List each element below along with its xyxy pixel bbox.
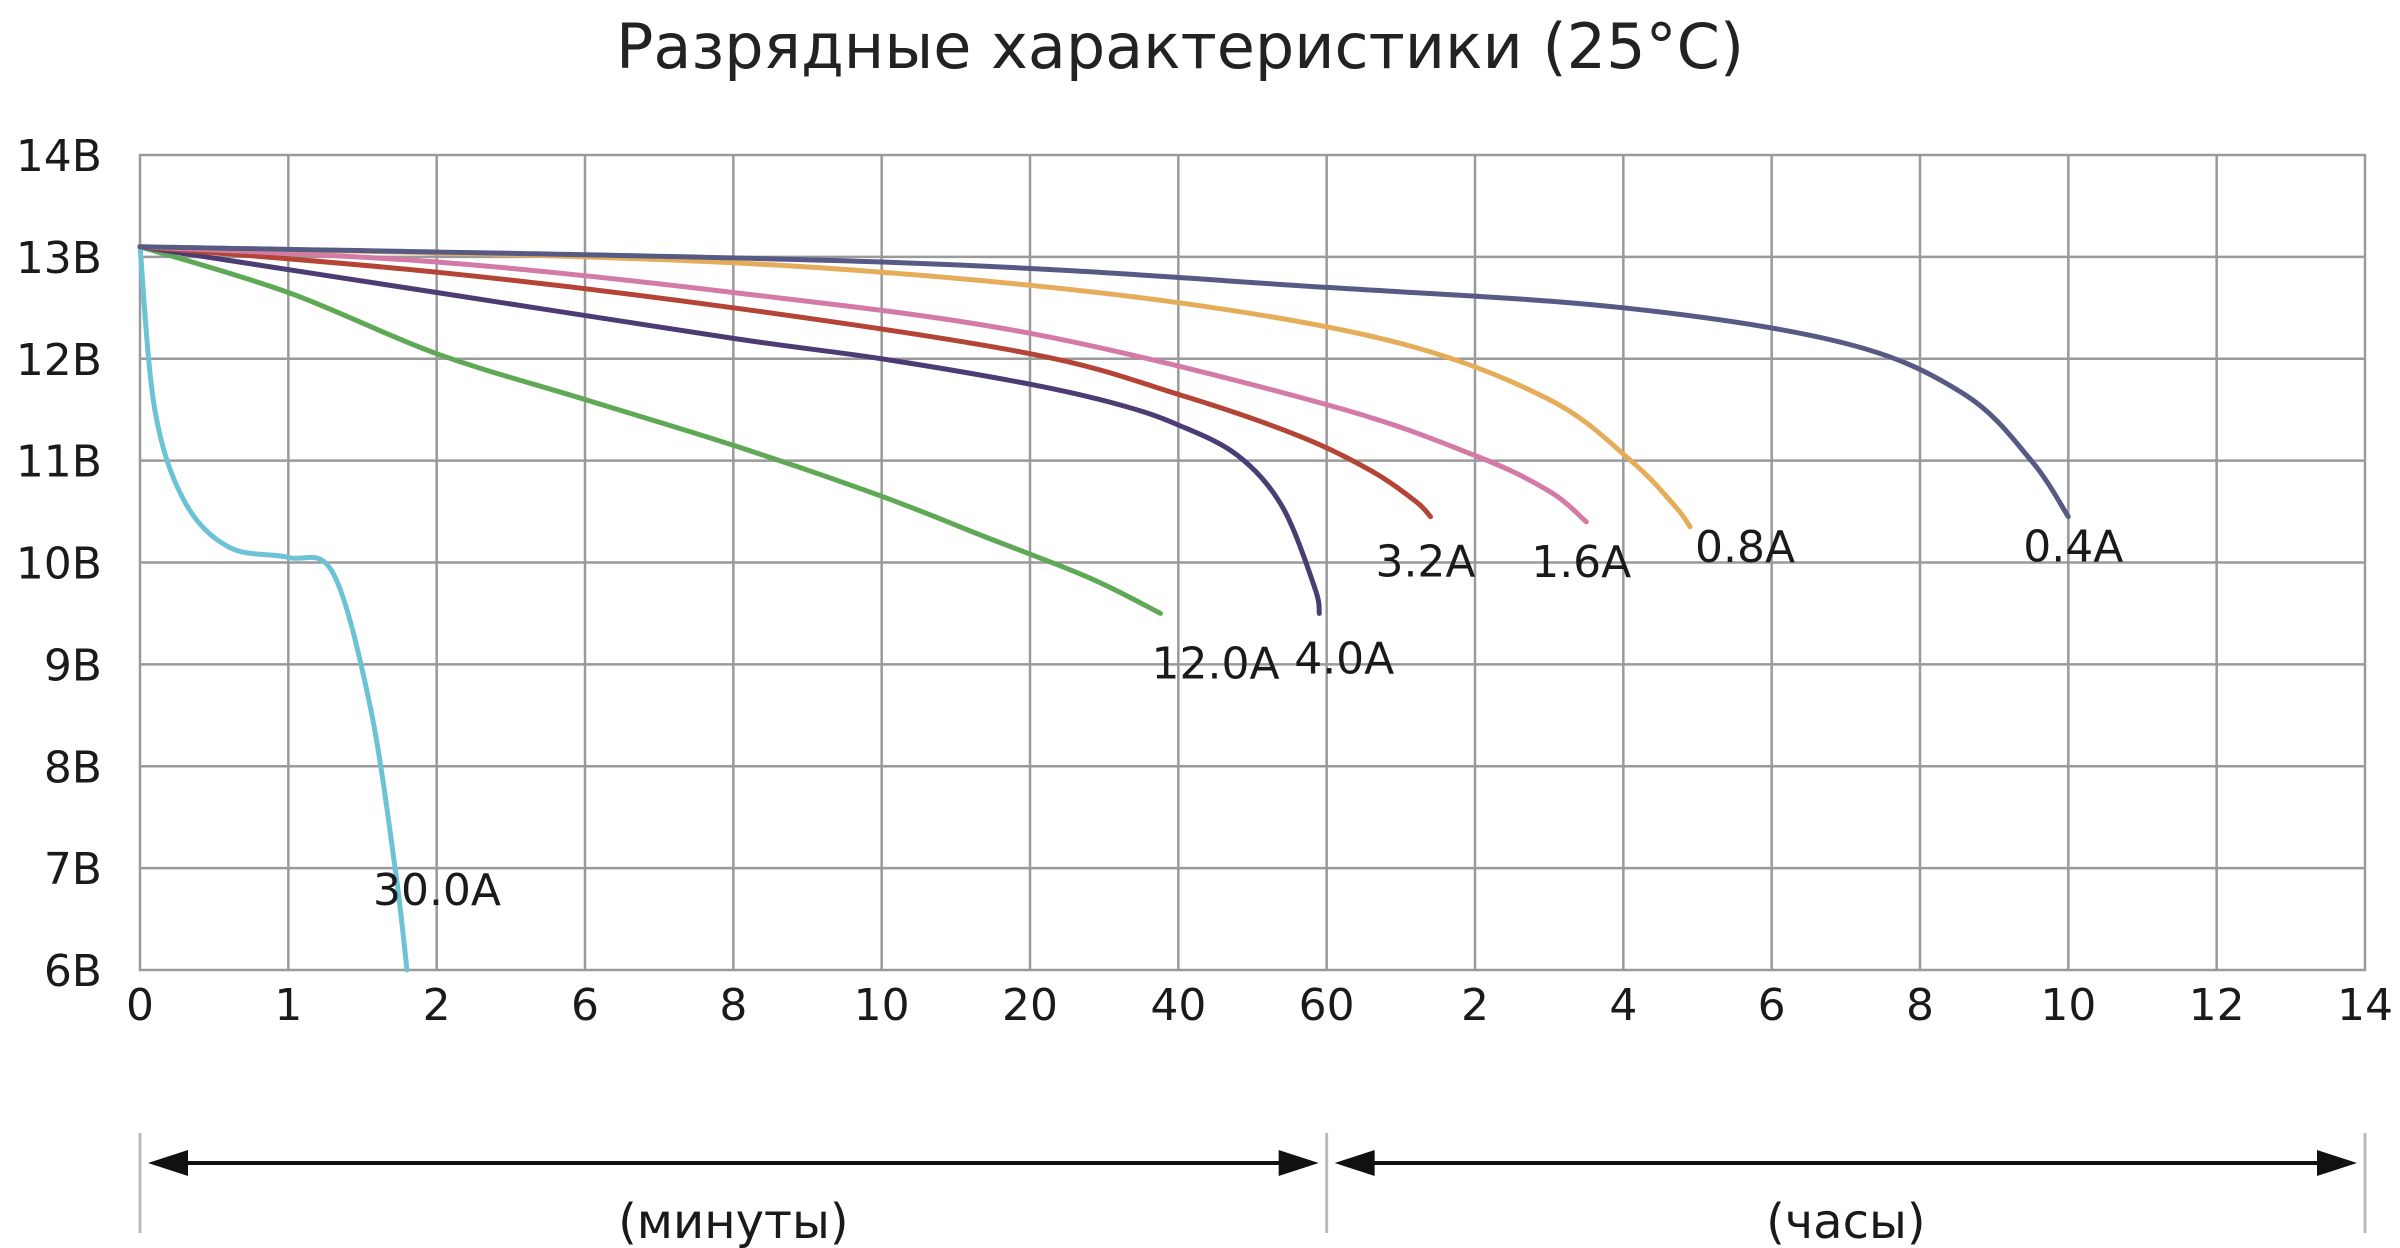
time-range-arrows: (минуты) (часы) xyxy=(138,1133,2367,1248)
x-tick-labels: 0 1 2 6 8 10 20 40 60 2 4 6 8 10 12 14 xyxy=(126,980,2393,1031)
x-tick-label: 2 xyxy=(423,980,451,1031)
x-tick-label: 6 xyxy=(1758,980,1786,1031)
series-label: 0.8A xyxy=(1695,522,1795,573)
y-tick-labels: 14В 13В 12В 11В 10В 9В 8В 7В 6В xyxy=(16,131,102,997)
curve-30.0A xyxy=(137,244,410,973)
x-tick-label: 60 xyxy=(1299,980,1355,1031)
curve-0.4A xyxy=(137,244,2071,520)
x-tick-label: 2 xyxy=(1461,980,1489,1031)
x-tick-label: 8 xyxy=(719,980,747,1031)
y-tick-label: 11В xyxy=(16,437,102,488)
x-tick-label: 10 xyxy=(854,980,910,1031)
discharge-curves xyxy=(137,244,2071,973)
series-label: 0.4A xyxy=(2023,522,2123,573)
arrow-left-icon xyxy=(148,1150,188,1176)
x-tick-label: 8 xyxy=(1906,980,1934,1031)
y-tick-label: 6В xyxy=(44,946,102,997)
y-tick-label: 12В xyxy=(16,335,102,386)
x-tick-label: 12 xyxy=(2189,980,2245,1031)
y-tick-label: 9В xyxy=(44,640,102,691)
series-label: 3.2A xyxy=(1375,537,1475,588)
x-tick-label: 0 xyxy=(126,980,154,1031)
y-tick-label: 7В xyxy=(44,844,102,895)
chart-title: Разрядные характеристики (25°C) xyxy=(616,10,1744,83)
curve-4.0A xyxy=(137,244,1322,616)
x-tick-label: 1 xyxy=(274,980,302,1031)
y-tick-label: 8В xyxy=(44,742,102,793)
curve-1.6A xyxy=(137,244,1589,525)
y-tick-label: 14В xyxy=(16,131,102,182)
curve-3.2A xyxy=(137,244,1433,520)
series-label: 4.0A xyxy=(1294,633,1394,684)
x-tick-label: 40 xyxy=(1150,980,1206,1031)
x-tick-label: 14 xyxy=(2337,980,2393,1031)
x-tick-label: 10 xyxy=(2040,980,2096,1031)
series-label: 12.0A xyxy=(1151,638,1279,689)
series-labels: 30.0A 12.0A 4.0A 3.2A 1.6A 0.8A 0.4A xyxy=(373,522,2123,916)
range-label: (часы) xyxy=(1766,1194,1926,1248)
grid xyxy=(138,153,2367,972)
range-label: (минуты) xyxy=(618,1194,849,1248)
series-label: 1.6A xyxy=(1531,537,1631,588)
arrow-right-icon xyxy=(2317,1150,2357,1176)
x-tick-label: 6 xyxy=(571,980,599,1031)
y-tick-label: 13В xyxy=(16,233,102,284)
y-tick-label: 10В xyxy=(16,539,102,590)
curve-12.0A xyxy=(137,244,1163,616)
series-label: 30.0A xyxy=(373,865,501,916)
arrow-right-icon xyxy=(1278,1150,1319,1176)
x-tick-label: 20 xyxy=(1002,980,1058,1031)
x-tick-label: 4 xyxy=(1609,980,1637,1031)
curve-0.8A xyxy=(137,244,1693,530)
arrow-left-icon xyxy=(1334,1150,1375,1176)
